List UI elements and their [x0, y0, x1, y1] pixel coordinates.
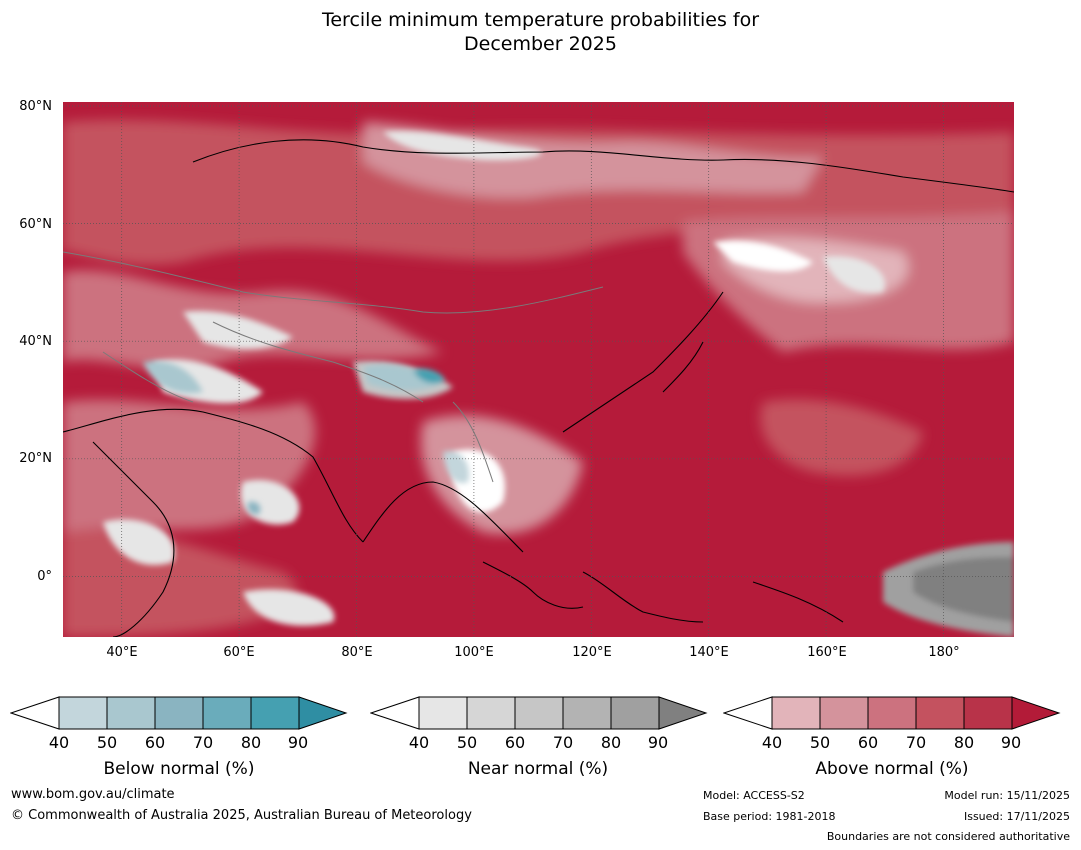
model-name: Model: ACCESS-S2	[703, 789, 805, 802]
colorbar-segment	[771, 696, 821, 730]
colorbar-below-title: Below normal (%)	[103, 759, 255, 779]
colorbar-segment	[867, 696, 917, 730]
lon-label-160e: 160°E	[807, 645, 847, 660]
colorbar-segment	[58, 696, 108, 730]
below-normal-field	[143, 361, 469, 515]
lon-label-140e: 140°E	[689, 645, 729, 660]
colorbar-near-title: Near normal (%)	[467, 759, 609, 779]
colorbar-below-ticks: 40 50 60 70 80 90	[10, 733, 348, 755]
cbar-above-tick: 50	[809, 733, 831, 752]
cbar-below-tick: 40	[48, 733, 70, 752]
colorbar-extension-high	[658, 696, 708, 730]
colorbar-segment	[418, 696, 468, 730]
colorbar-segment	[610, 696, 660, 730]
lat-label-0: 0°	[37, 569, 52, 584]
colorbar-segment	[250, 696, 300, 730]
lon-label-120e: 120°E	[572, 645, 612, 660]
cbar-near-tick: 90	[647, 733, 669, 752]
colorbar-near	[370, 696, 708, 730]
copyright-text: © Commonwealth of Australia 2025, Austra…	[11, 808, 472, 823]
cbar-near-tick: 40	[408, 733, 430, 752]
colorbar-segment	[202, 696, 252, 730]
country-borders	[63, 251, 604, 483]
title-line-2: December 2025	[464, 33, 617, 55]
cbar-above-tick: 70	[905, 733, 927, 752]
near-normal-field	[103, 130, 1014, 637]
lat-label-80n: 80°N	[19, 99, 52, 114]
title-line-1: Tercile minimum temperature probabilitie…	[321, 9, 760, 31]
colorbar-extension-low	[723, 696, 773, 730]
colorbar-segment	[915, 696, 965, 730]
colorbar-segment	[154, 696, 204, 730]
colorbar-segment	[514, 696, 564, 730]
colorbar-above-ticks: 40 50 60 70 80 90	[723, 733, 1061, 755]
colorbar-segment	[819, 696, 869, 730]
map-svg	[63, 102, 1014, 637]
gridlines	[63, 102, 1014, 637]
cbar-above-tick: 90	[1000, 733, 1022, 752]
coastlines	[63, 139, 1014, 637]
disclaimer-text: Boundaries are not considered authoritat…	[826, 830, 1070, 843]
lat-label-40n: 40°N	[19, 334, 52, 349]
cbar-below-tick: 60	[144, 733, 166, 752]
cbar-above-tick: 60	[857, 733, 879, 752]
lon-label-180: 180°	[928, 645, 960, 660]
cbar-near-tick: 50	[456, 733, 478, 752]
cbar-below-tick: 90	[287, 733, 309, 752]
lon-label-40e: 40°E	[106, 645, 138, 660]
colorbar-extension-high	[298, 696, 348, 730]
base-period: Base period: 1981-2018	[703, 810, 836, 823]
lon-label-80e: 80°E	[341, 645, 373, 660]
colorbar-below	[10, 696, 348, 730]
colorbar-above-title: Above normal (%)	[815, 759, 969, 779]
cbar-near-tick: 60	[504, 733, 526, 752]
lon-label-60e: 60°E	[223, 645, 255, 660]
lat-label-20n: 20°N	[19, 451, 52, 466]
colorbar-segment	[963, 696, 1013, 730]
colorbar-segment	[466, 696, 516, 730]
cbar-above-tick: 80	[953, 733, 975, 752]
cbar-below-tick: 50	[96, 733, 118, 752]
website-link[interactable]: www.bom.gov.au/climate	[11, 787, 175, 802]
colorbar-near-ticks: 40 50 60 70 80 90	[370, 733, 708, 755]
cbar-above-tick: 40	[761, 733, 783, 752]
cbar-near-tick: 80	[600, 733, 622, 752]
cbar-below-tick: 80	[240, 733, 262, 752]
colorbar-segment	[106, 696, 156, 730]
lat-label-60n: 60°N	[19, 217, 52, 232]
model-run-date: Model run: 15/11/2025	[944, 789, 1070, 802]
colorbar-above	[723, 696, 1061, 730]
probability-map	[63, 102, 1014, 637]
colorbar-extension-high	[1011, 696, 1061, 730]
colorbar-extension-low	[370, 696, 420, 730]
lon-label-100e: 100°E	[454, 645, 494, 660]
cbar-near-tick: 70	[552, 733, 574, 752]
chart-title: Tercile minimum temperature probabilitie…	[0, 8, 1081, 56]
colorbar-segment	[562, 696, 612, 730]
colorbar-extension-low	[10, 696, 60, 730]
issued-date: Issued: 17/11/2025	[963, 810, 1070, 823]
cbar-below-tick: 70	[192, 733, 214, 752]
